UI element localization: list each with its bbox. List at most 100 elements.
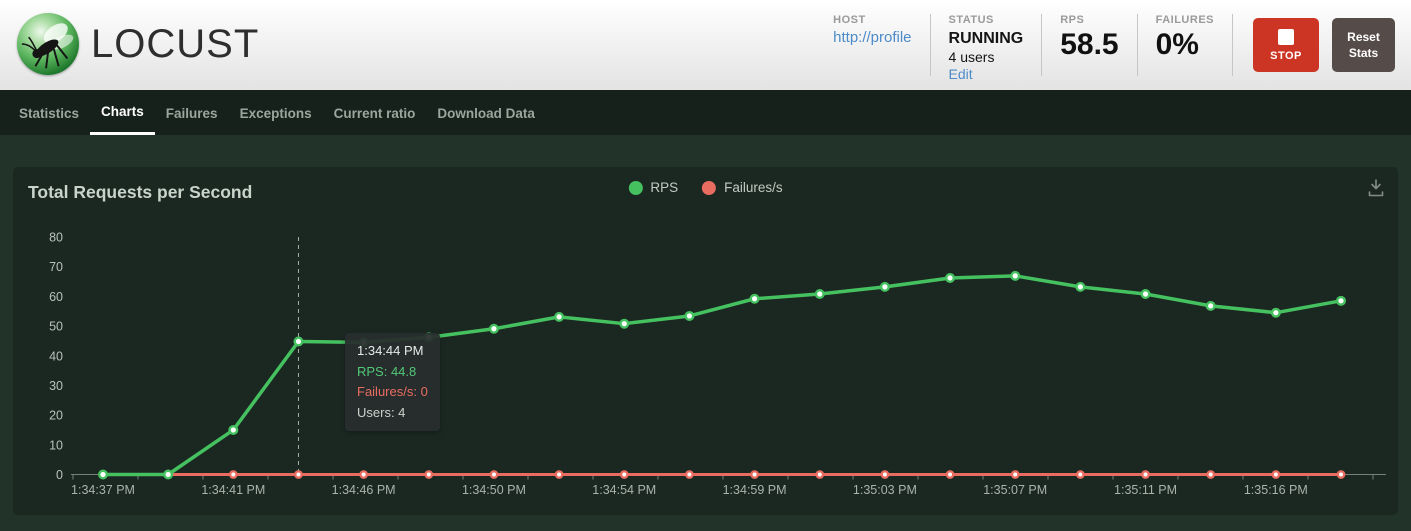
nav-tab-failures[interactable]: Failures bbox=[165, 106, 218, 121]
failures-s-point[interactable] bbox=[359, 470, 369, 479]
rps-value: 58.5 bbox=[1060, 28, 1119, 61]
failures-s-point[interactable] bbox=[1206, 470, 1216, 479]
failures-s-point[interactable] bbox=[1075, 470, 1085, 479]
rps-point[interactable] bbox=[293, 336, 304, 347]
failures-s-point[interactable] bbox=[1271, 470, 1281, 479]
status-label: STATUS bbox=[948, 14, 994, 26]
chart-panel: Total Requests per Second RPS Failures/s … bbox=[13, 167, 1398, 515]
tooltip-users: Users: 4 bbox=[357, 404, 406, 420]
edit-users-link[interactable]: Edit bbox=[948, 66, 973, 83]
failures-s-point[interactable] bbox=[554, 470, 564, 479]
legend-item-failures-s[interactable]: Failures/s bbox=[702, 180, 783, 195]
failures-s-point[interactable] bbox=[945, 470, 955, 479]
failures-s-point[interactable] bbox=[228, 470, 238, 479]
failures-s-point[interactable] bbox=[685, 470, 694, 479]
y-axis-label: 0 bbox=[56, 468, 63, 482]
main-content: Total Requests per Second RPS Failures/s … bbox=[0, 135, 1411, 531]
tooltip-time: 1:34:44 PM bbox=[357, 343, 424, 358]
y-axis-label: 50 bbox=[49, 320, 63, 334]
rps-point[interactable] bbox=[163, 469, 174, 480]
nav-tab-current-ratio[interactable]: Current ratio bbox=[333, 106, 416, 121]
rps-point[interactable] bbox=[619, 318, 630, 329]
x-axis-label: 1:35:07 PM bbox=[983, 483, 1047, 497]
failures-s-point[interactable] bbox=[880, 470, 890, 479]
rps-point[interactable] bbox=[228, 424, 239, 435]
tooltip-rps: RPS: 44.8 bbox=[357, 363, 417, 379]
locust-logo: LOCUST bbox=[17, 13, 259, 75]
failures-s-point[interactable] bbox=[750, 470, 759, 479]
failures-s-point[interactable] bbox=[294, 470, 303, 479]
failures-s-point[interactable] bbox=[815, 470, 825, 479]
rps-point[interactable] bbox=[684, 310, 695, 321]
x-axis-label: 1:34:59 PM bbox=[723, 483, 787, 497]
stop-button-label: STOP bbox=[1270, 49, 1302, 62]
tooltip-failures: Failures/s: 0 bbox=[357, 384, 428, 400]
y-axis-label: 20 bbox=[49, 409, 63, 423]
stop-square-icon bbox=[1278, 28, 1294, 45]
rps-point[interactable] bbox=[1205, 300, 1216, 311]
y-axis-label: 40 bbox=[49, 349, 63, 363]
chart-tooltip: 1:34:44 PM RPS: 44.8 Failures/s: 0 Users… bbox=[345, 333, 440, 432]
failures-block: FAILURES 0% bbox=[1138, 14, 1233, 76]
rps-point[interactable] bbox=[814, 288, 825, 299]
stop-button[interactable]: STOP bbox=[1253, 18, 1319, 72]
failures-s-point[interactable] bbox=[489, 470, 499, 479]
y-axis-label: 70 bbox=[49, 260, 63, 274]
locust-logo-icon bbox=[17, 13, 79, 75]
rps-point[interactable] bbox=[97, 469, 108, 480]
y-axis-label: 80 bbox=[49, 231, 63, 245]
rps-point[interactable] bbox=[749, 293, 760, 304]
host-block: HOST http://profile bbox=[815, 14, 931, 76]
chart-title: Total Requests per Second bbox=[28, 182, 253, 202]
rps-point[interactable] bbox=[554, 311, 565, 322]
chart-legend: RPS Failures/s bbox=[628, 180, 783, 195]
failures-s-point[interactable] bbox=[619, 470, 629, 479]
rps-block: RPS 58.5 bbox=[1042, 14, 1138, 76]
rps-point[interactable] bbox=[1010, 270, 1021, 281]
x-axis-label: 1:34:50 PM bbox=[462, 483, 526, 497]
x-axis-label: 1:35:03 PM bbox=[853, 483, 917, 497]
nav-tab-charts[interactable]: Charts bbox=[90, 90, 155, 135]
nav-tab-exceptions[interactable]: Exceptions bbox=[239, 106, 312, 121]
rps-label: RPS bbox=[1060, 14, 1085, 26]
x-axis-label: 1:34:37 PM bbox=[71, 483, 135, 497]
failures-s-point[interactable] bbox=[424, 470, 434, 479]
rps-point[interactable] bbox=[1140, 288, 1151, 299]
status-users: 4 users bbox=[948, 49, 995, 66]
nav-tab-download-data[interactable]: Download Data bbox=[437, 106, 535, 121]
y-axis-label: 30 bbox=[49, 379, 63, 393]
locust-insect-icon bbox=[21, 23, 74, 69]
legend-dot bbox=[628, 180, 643, 195]
header: LOCUST HOST http://profile STATUS RUNNIN… bbox=[0, 0, 1411, 90]
x-axis-label: 1:35:16 PM bbox=[1244, 483, 1308, 497]
x-axis-label: 1:34:41 PM bbox=[201, 483, 265, 497]
reset-stats-button[interactable]: Reset Stats bbox=[1332, 18, 1395, 72]
rps-point[interactable] bbox=[945, 272, 956, 283]
rps-point[interactable] bbox=[1270, 307, 1281, 318]
nav-bar: Statistics Charts Failures Exceptions Curren… bbox=[0, 90, 1411, 135]
download-chart-icon[interactable] bbox=[1365, 176, 1387, 198]
failures-s-point[interactable] bbox=[1336, 470, 1346, 479]
y-axis-label: 10 bbox=[49, 438, 63, 452]
nav-tabs: Statistics Charts Failures Exceptions Curren… bbox=[0, 90, 1411, 135]
status-block: STATUS RUNNING 4 users Edit bbox=[931, 14, 1043, 82]
rps-point[interactable] bbox=[488, 323, 499, 334]
legend-label: RPS bbox=[650, 180, 679, 195]
rps-line bbox=[101, 274, 1343, 477]
legend-item-rps[interactable]: RPS bbox=[628, 180, 678, 195]
status-value: RUNNING bbox=[948, 30, 1024, 47]
failures-s-point[interactable] bbox=[1141, 470, 1150, 479]
header-info: HOST http://profile STATUS RUNNING 4 use… bbox=[815, 0, 1395, 90]
failures-value: 0% bbox=[1155, 28, 1199, 61]
host-label: HOST bbox=[833, 14, 866, 26]
failures-label: FAILURES bbox=[1155, 14, 1214, 26]
nav-tab-statistics[interactable]: Statistics bbox=[19, 106, 80, 121]
host-link[interactable]: http://profile bbox=[833, 29, 912, 46]
rps-point[interactable] bbox=[879, 281, 890, 292]
rps-point[interactable] bbox=[1075, 281, 1086, 292]
rps-point[interactable] bbox=[1335, 295, 1346, 306]
failures-s-point[interactable] bbox=[1010, 470, 1020, 479]
x-axis-label: 1:35:11 PM bbox=[1114, 483, 1177, 497]
header-buttons: STOP Reset Stats bbox=[1253, 18, 1395, 72]
rps-chart[interactable]: 0 10 20 30 40 50 60 70 80 1:34:37 PM 1:34:41 PM 1:3… bbox=[13, 167, 1398, 515]
